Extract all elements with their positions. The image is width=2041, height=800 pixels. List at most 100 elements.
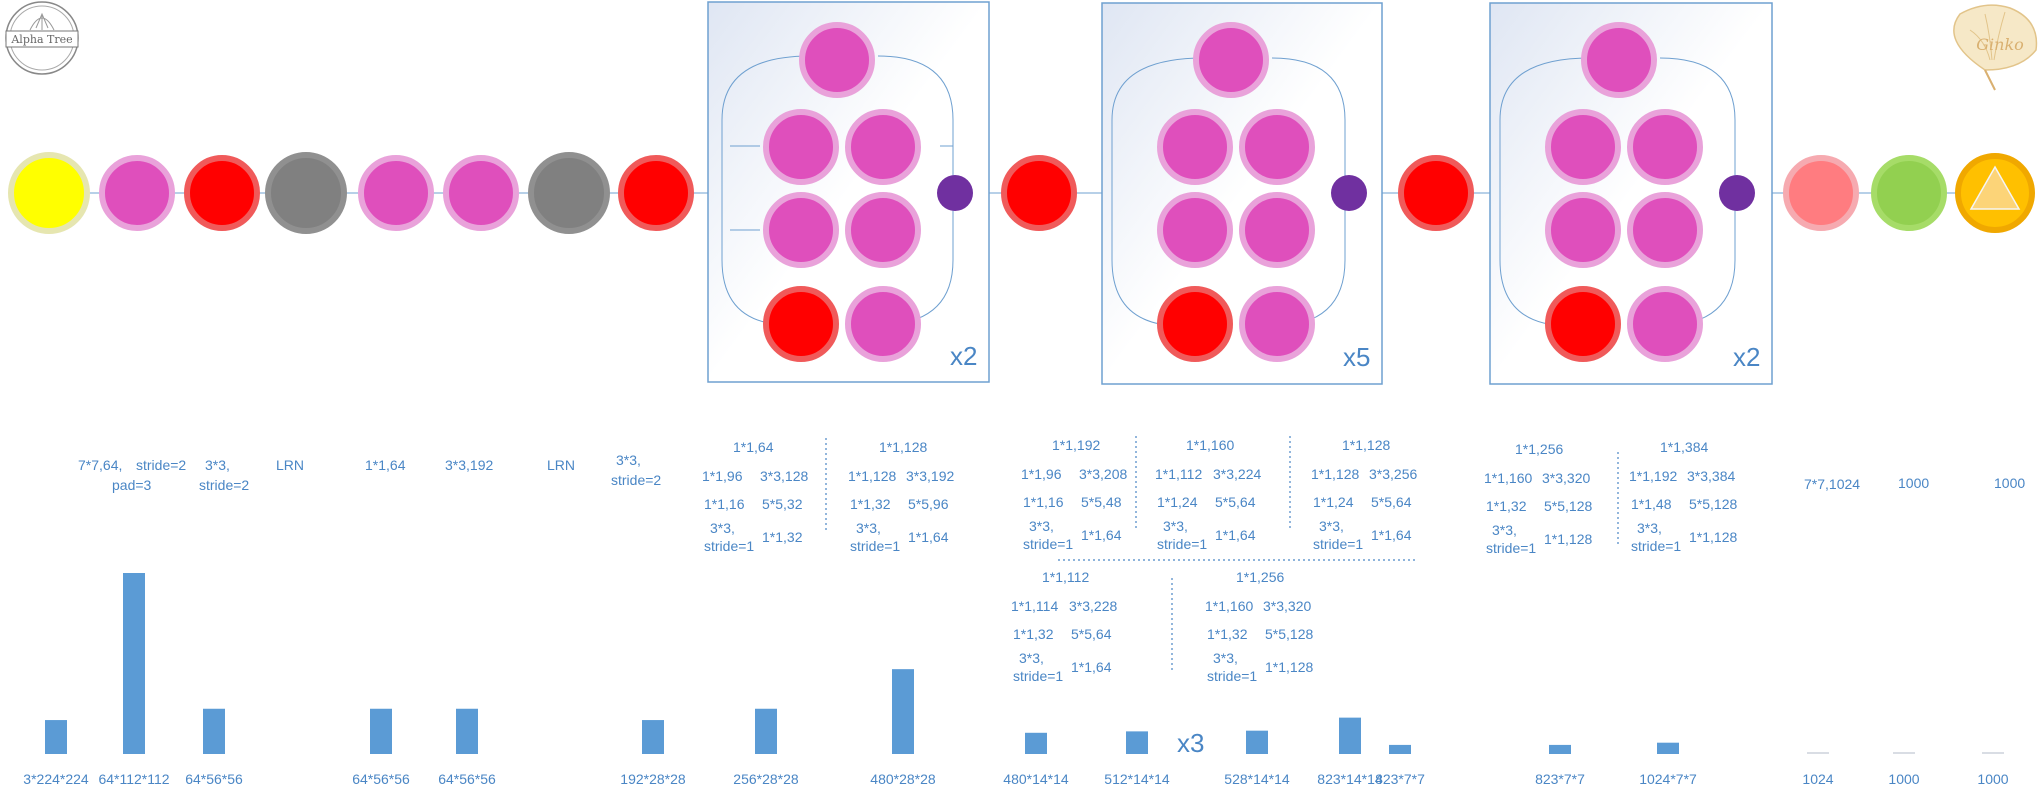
- inc4a-label-0: 1*1,192: [1052, 437, 1100, 453]
- bar-label: 823*7*7: [1375, 771, 1425, 787]
- inc5a-label-2: 3*3,320: [1542, 470, 1590, 486]
- conv1-kernel: 7*7,64,: [78, 457, 122, 473]
- inc3a-label-7: 1*1,32: [762, 529, 803, 545]
- conv2-reduce-node: [358, 155, 434, 231]
- bar-823*7*7: [1389, 744, 1411, 754]
- inception5-branch4-conv: [1627, 286, 1703, 362]
- brand-text: Ginko: [1976, 35, 2024, 54]
- pool4-node: [1398, 155, 1474, 231]
- bar-label: 512*14*14: [1104, 771, 1170, 787]
- conv2-reduce-label: 1*1,64: [365, 457, 406, 473]
- bar-label: 823*14*14: [1317, 771, 1383, 787]
- conv2-node: [443, 155, 519, 231]
- feature-map-labels: 3*224*224 64*112*112 64*56*56 64*56*56 64*56…: [23, 771, 2008, 787]
- inception3-concat-node: [937, 175, 973, 211]
- inception-annotations: 1*1,64 1*1,96 3*3,128 1*1,16 5*5,32 3*3, strid…: [702, 437, 1737, 684]
- inception3-branch4-conv: [845, 286, 921, 362]
- inception4-branch4-pool: [1157, 286, 1233, 362]
- bar-label: 528*14*14: [1224, 771, 1290, 787]
- inc4c-annotation: 1*1,128 1*1,128 3*3,256 1*1,24 5*5,64 3*3, str…: [1311, 437, 1417, 552]
- bar-823*14*14: [1339, 717, 1361, 754]
- inc5b-label-5: 3*3,: [1637, 520, 1662, 536]
- inception5-branch3-reduce: [1545, 192, 1621, 268]
- inc4d-label-7: 1*1,64: [1071, 659, 1112, 675]
- inc4e-label-1: 1*1,160: [1205, 598, 1253, 614]
- inc4b-label-2: 3*3,224: [1213, 466, 1261, 482]
- fc-label: 1000: [1898, 475, 1929, 491]
- inception4-branch2-conv: [1239, 109, 1315, 185]
- bar-3*224*224: [45, 720, 67, 754]
- inc4a-label-4: 5*5,48: [1081, 494, 1122, 510]
- inc3a-label-6: stride=1: [704, 538, 754, 554]
- repeat-label: x2: [1733, 342, 1760, 372]
- inc4a-label-3: 1*1,16: [1023, 494, 1064, 510]
- inc5a-annotation: 1*1,256 1*1,160 3*3,320 1*1,32 5*5,128 3*3, st…: [1484, 441, 1592, 556]
- bar-label: 1024: [1802, 771, 1833, 787]
- inception4-branch3-conv: [1239, 192, 1315, 268]
- inc5b-label-3: 1*1,48: [1631, 496, 1672, 512]
- inc3a-annotation: 1*1,64 1*1,96 3*3,128 1*1,16 5*5,32 3*3, strid…: [702, 439, 808, 554]
- separator-lines: [825, 436, 1619, 672]
- bar-label: 1024*7*7: [1639, 771, 1697, 787]
- inc4b-label-3: 1*1,24: [1157, 494, 1198, 510]
- inception3-branch3-conv: [845, 192, 921, 268]
- inc5b-label-4: 5*5,128: [1689, 496, 1737, 512]
- softmax-label: 1000: [1994, 475, 2025, 491]
- inc4d-label-5: 3*3,: [1019, 650, 1044, 666]
- fc-node: [1871, 155, 1947, 231]
- bar-480*14*14: [1025, 732, 1047, 754]
- layer-nodes: [8, 22, 2035, 362]
- inception3-branch3-reduce: [763, 192, 839, 268]
- inc5a-label-7: 1*1,128: [1544, 531, 1592, 547]
- repeat-label: x5: [1343, 342, 1370, 372]
- bar-192*28*28: [642, 720, 664, 754]
- inc3b-label-1: 1*1,128: [848, 468, 896, 484]
- pool2-kernel: 3*3,: [616, 452, 641, 468]
- pool1-kernel: 3*3,: [205, 457, 230, 473]
- inc4a-label-7: 1*1,64: [1081, 527, 1122, 543]
- inc3b-annotation: 1*1,128 1*1,128 3*3,192 1*1,32 5*5,96 3*3, str…: [848, 439, 954, 554]
- inc3a-label-4: 5*5,32: [762, 496, 803, 512]
- logo-text: Alpha Tree: [10, 33, 72, 46]
- ginko-leaf-logo: Ginko: [1953, 4, 2038, 91]
- bar-64*56*56: [370, 708, 392, 754]
- inc4d-label-2: 3*3,228: [1069, 598, 1117, 614]
- bar-label: 480*14*14: [1003, 771, 1069, 787]
- bar-label: 823*7*7: [1535, 771, 1585, 787]
- inception5-branch3-conv: [1627, 192, 1703, 268]
- bar-label: 64*112*112: [98, 771, 169, 787]
- inc4d-label-0: 1*1,112: [1042, 569, 1089, 585]
- bar-label: 64*56*56: [438, 771, 496, 787]
- inc3a-label-5: 3*3,: [710, 520, 735, 536]
- repeat-label-x3: x3: [1177, 728, 1204, 758]
- bar-1024*7*7: [1657, 742, 1679, 754]
- inception4-branch4-conv: [1239, 286, 1315, 362]
- inc3a-label-0: 1*1,64: [733, 439, 774, 455]
- inc4c-label-0: 1*1,128: [1342, 437, 1390, 453]
- pool3-node: [1001, 155, 1077, 231]
- bar-528*14*14: [1246, 730, 1268, 754]
- bar-label: 480*28*28: [870, 771, 936, 787]
- inc4d-label-1: 1*1,114: [1011, 598, 1058, 614]
- inc4c-label-6: stride=1: [1313, 536, 1363, 552]
- inc4a-label-1: 1*1,96: [1021, 466, 1062, 482]
- inception5-branch4-pool: [1545, 286, 1621, 362]
- inception4-branch1-conv: [1193, 22, 1269, 98]
- inc3b-label-5: 3*3,: [856, 520, 881, 536]
- inc4e-label-0: 1*1,256: [1236, 569, 1284, 585]
- inc3b-label-6: stride=1: [850, 538, 900, 554]
- inc4e-label-5: 3*3,: [1213, 650, 1238, 666]
- inc4b-annotation: 1*1,160 1*1,112 3*3,224 1*1,24 5*5,64 3*3, str…: [1155, 437, 1261, 552]
- lrn1-node: [265, 152, 347, 234]
- head-annotations: 7*7,1024 1000 1000: [1804, 475, 2025, 492]
- inception5-branch1-conv: [1581, 22, 1657, 98]
- bar-64*112*112: [123, 573, 145, 754]
- avgpool-label: 7*7,1024: [1804, 476, 1860, 492]
- inc4a-label-5: 3*3,: [1029, 518, 1054, 534]
- bar-label: 192*28*28: [620, 771, 686, 787]
- inception5-branch2-conv: [1627, 109, 1703, 185]
- inc4c-label-5: 3*3,: [1319, 518, 1344, 534]
- inc3b-label-7: 1*1,64: [908, 529, 949, 545]
- inc4e-label-3: 1*1,32: [1207, 626, 1248, 642]
